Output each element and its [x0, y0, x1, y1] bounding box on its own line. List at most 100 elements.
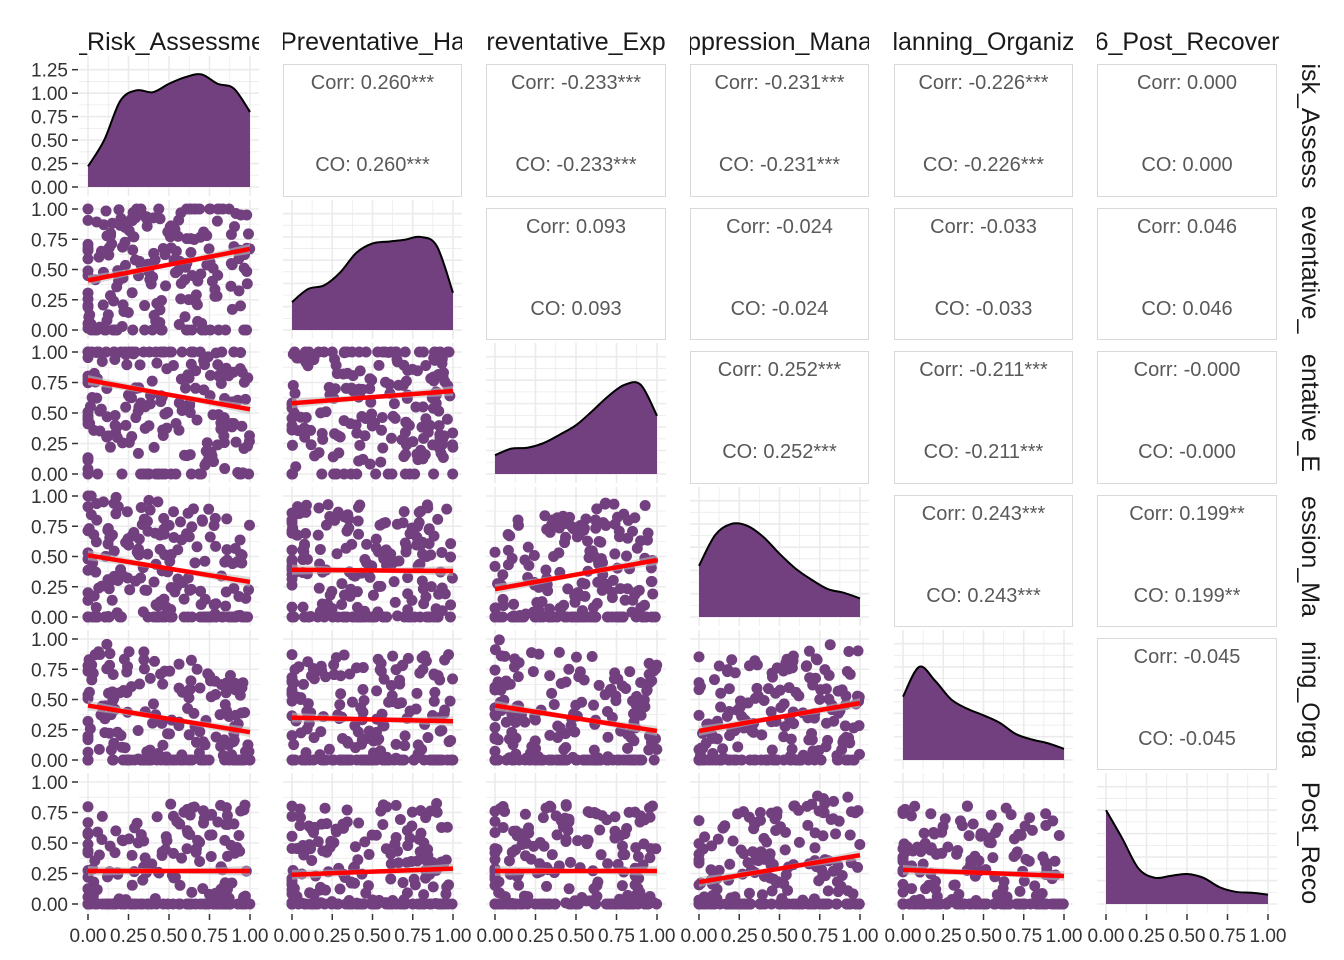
scatter-point	[127, 231, 139, 243]
scatter-point	[119, 259, 131, 271]
scatter-point	[595, 536, 607, 548]
scatter-point	[817, 793, 829, 805]
scatter-point	[499, 806, 511, 818]
scatter-point	[103, 898, 115, 910]
scatter-point	[734, 701, 746, 713]
scatter-point	[95, 403, 107, 415]
scatter-point	[558, 744, 570, 756]
scatter-point	[349, 877, 361, 889]
scatter-point	[147, 698, 159, 710]
scatter-point	[643, 744, 655, 756]
scatter-point	[747, 726, 759, 738]
scatter-point	[313, 582, 325, 594]
scatter-point	[326, 898, 338, 910]
scatter-point	[366, 829, 378, 841]
scatter-point	[341, 525, 353, 537]
scatter-point	[967, 818, 979, 830]
scatter-point	[162, 226, 174, 238]
co-label: CO: 0.260***	[315, 154, 430, 176]
scatter-point	[531, 596, 543, 608]
scatter-point	[178, 593, 190, 605]
scatter-point	[155, 295, 167, 307]
regression-line	[291, 388, 454, 406]
scatter-point	[183, 684, 195, 696]
scatter-point	[344, 590, 356, 602]
scatter-point	[420, 809, 432, 821]
scatter-point	[297, 601, 309, 613]
scatter-point	[949, 879, 961, 891]
scatter-point	[619, 594, 631, 606]
row-strip-label-3: ession_Ma	[1296, 496, 1324, 617]
scatter-point	[370, 533, 382, 545]
scatter-point	[1040, 808, 1052, 820]
scatter-point	[111, 421, 123, 433]
scatter-point	[330, 359, 342, 371]
scatter-point	[817, 870, 829, 882]
scatter-point	[635, 676, 647, 688]
scatter-point	[719, 820, 731, 832]
scatter-point	[512, 671, 524, 683]
scatter-point	[693, 838, 705, 850]
scatter-point	[394, 813, 406, 825]
scatter-point	[425, 549, 437, 561]
scatter-point	[167, 847, 179, 859]
scatter-point	[766, 744, 778, 756]
scatter-point	[414, 667, 426, 679]
scatter-point	[185, 468, 197, 480]
scatter-point	[168, 872, 180, 884]
x-tick-label: 1.00	[639, 926, 676, 947]
scatter-point	[820, 683, 832, 695]
scatter-point	[606, 712, 618, 724]
scatter-point	[571, 531, 583, 543]
scatter-point	[146, 898, 158, 910]
scatter-point	[127, 244, 139, 256]
corr-panel-border	[1097, 208, 1277, 340]
scatter-point	[529, 735, 541, 747]
scatter-point	[854, 838, 866, 850]
scatter-point	[202, 351, 214, 363]
scatter-point	[190, 843, 202, 855]
scatter-point	[288, 407, 300, 419]
scatter-point	[291, 843, 303, 855]
regression-line	[87, 246, 251, 283]
scatter-point	[897, 878, 909, 890]
corr-label: Corr: 0.046	[1137, 216, 1237, 238]
scatter-point	[546, 849, 558, 861]
scatter-point	[300, 747, 312, 759]
scatter-point	[241, 324, 253, 336]
scatter-point	[619, 828, 631, 840]
scatter-point	[572, 835, 584, 847]
scatter-point	[154, 543, 166, 555]
scatter-point	[364, 373, 376, 385]
scatter-point	[108, 737, 120, 749]
scatter-point	[614, 754, 626, 766]
scatter-point	[226, 259, 238, 271]
corr-panel-2-4: Corr: -0.211*** CO: -0.211***	[894, 351, 1073, 484]
scatter-point	[418, 432, 430, 444]
scatter-panel-5-3	[690, 773, 869, 913]
scatter-point	[779, 844, 791, 856]
scatter-point	[705, 864, 717, 876]
scatter-point	[436, 358, 448, 370]
y-tick-label: 0.75	[31, 108, 68, 129]
scatter-point	[127, 324, 139, 336]
scatter-point	[761, 836, 773, 848]
scatter-point	[367, 589, 379, 601]
scatter-point	[244, 430, 256, 442]
strip-gap-mask	[1284, 483, 1320, 487]
scatter-point	[1023, 855, 1035, 867]
scatter-point	[221, 677, 233, 689]
scatter-point	[385, 873, 397, 885]
scatter-point	[431, 806, 443, 818]
x-tick-label: 0.00	[70, 926, 107, 947]
scatter-point	[574, 666, 586, 678]
scatter-point	[321, 846, 333, 858]
scatter-point	[339, 511, 351, 523]
scatter-point	[802, 819, 814, 831]
scatter-point	[185, 358, 197, 370]
y-tick-label: 0.50	[31, 261, 68, 282]
scatter-point	[851, 898, 863, 910]
scatter-point	[200, 457, 212, 469]
scatter-point	[160, 280, 172, 292]
scatter-point	[447, 468, 459, 480]
